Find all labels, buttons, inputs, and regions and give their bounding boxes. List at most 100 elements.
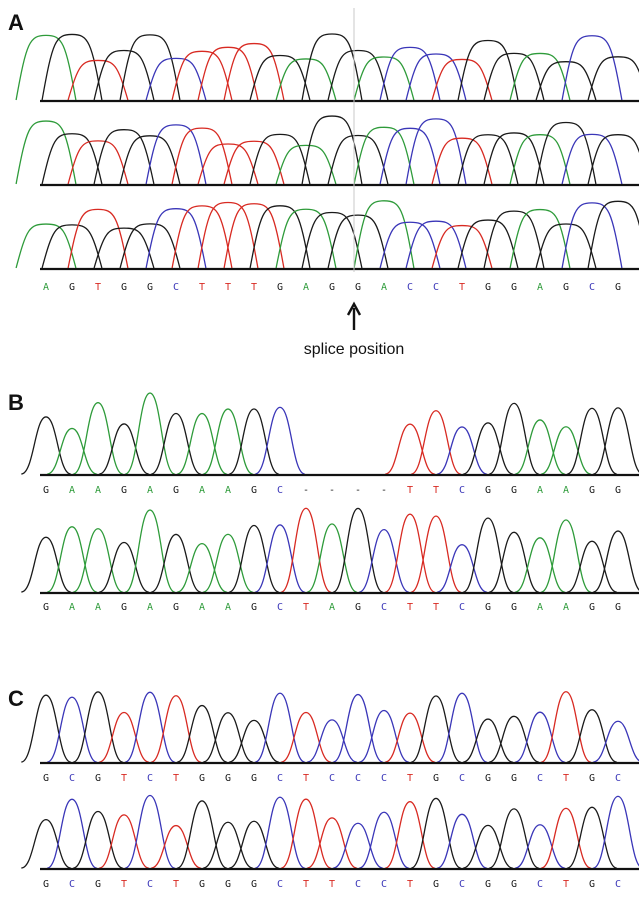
peak-T	[281, 711, 331, 763]
base-call-G: G	[121, 485, 127, 496]
peak-G	[457, 219, 519, 269]
base-call-G: G	[615, 485, 621, 496]
base-call-G: G	[355, 602, 361, 613]
base-call-G: G	[563, 282, 569, 293]
peak-A	[47, 526, 97, 593]
panel-c: C G C G T C T G G G C T C C C T G C G G C T G C G C G T C T G G G C T T C C T G…	[8, 686, 639, 890]
peak-G	[411, 797, 461, 869]
base-call-C: C	[147, 773, 153, 784]
base-call-C: C	[615, 879, 621, 890]
peak-C	[515, 824, 565, 869]
panel-label: A	[8, 10, 24, 35]
base-call-G: G	[225, 773, 231, 784]
base-call-G: G	[329, 282, 335, 293]
peak-C	[333, 822, 383, 869]
chromatogram-track-2	[15, 115, 639, 187]
base-call-C: C	[381, 602, 387, 613]
base-call-T: T	[433, 485, 439, 496]
peak-A	[15, 223, 77, 269]
peak-A	[177, 543, 227, 593]
peak-G	[463, 718, 513, 763]
peak-T	[223, 42, 285, 101]
base-call-G: G	[43, 879, 49, 890]
peak-T	[223, 140, 285, 185]
peak-A	[353, 200, 415, 269]
panel-label: B	[8, 390, 24, 415]
base-call-T: T	[329, 879, 335, 890]
peak-T	[385, 513, 435, 593]
peak-G	[567, 407, 617, 475]
peak-C	[405, 220, 467, 269]
peak-T	[171, 50, 233, 101]
base-call-C: C	[459, 485, 465, 496]
peak-C	[437, 544, 487, 593]
peak-C	[145, 124, 207, 185]
peak-C	[405, 53, 467, 101]
peak-G	[73, 810, 123, 869]
peak-G	[249, 54, 311, 101]
peak-G	[332, 507, 384, 593]
base-call-C: C	[459, 602, 465, 613]
base-call-T: T	[407, 879, 413, 890]
base-call-G: G	[121, 602, 127, 613]
base-call-T: T	[225, 282, 231, 293]
peak-G	[463, 422, 513, 475]
peak-C	[359, 811, 409, 869]
base-call-C: C	[69, 879, 75, 890]
peak-G	[151, 533, 201, 593]
peak-G	[177, 800, 227, 869]
base-call-G: G	[485, 485, 491, 496]
base-call-C: C	[381, 773, 387, 784]
base-call-T: T	[95, 282, 101, 293]
base-call-C: C	[459, 773, 465, 784]
base-call-G: G	[433, 879, 439, 890]
peak-C	[333, 693, 383, 763]
peak-A	[307, 523, 357, 593]
peak-T	[171, 127, 233, 185]
peak-A	[275, 58, 337, 101]
base-call-A: A	[199, 602, 205, 613]
base-call-gap: -	[329, 485, 335, 496]
peak-G	[119, 223, 181, 269]
base-call-T: T	[303, 879, 309, 890]
peak-T	[197, 143, 259, 185]
peak-G	[99, 423, 149, 475]
peak-A	[124, 392, 176, 475]
panel-b: B G A A G A G A A G C - - - - T T C G G A A G G G A A G A G A A G C T A G C T T…	[8, 390, 639, 613]
peak-A	[203, 408, 253, 475]
base-call-A: A	[95, 485, 101, 496]
base-call-T: T	[173, 879, 179, 890]
peak-G	[535, 121, 597, 185]
peak-T	[385, 712, 435, 763]
base-call-A: A	[69, 485, 75, 496]
peak-G	[177, 704, 227, 763]
peak-G	[411, 695, 461, 763]
base-call-G: G	[173, 485, 179, 496]
peak-A	[275, 208, 337, 269]
peak-G	[93, 227, 155, 269]
peak-C	[561, 202, 623, 269]
chromatogram-track-deletion	[21, 392, 639, 477]
base-call-G: G	[95, 773, 101, 784]
peak-A	[73, 402, 123, 475]
peak-A	[124, 509, 176, 593]
splice-position-label: splice position	[304, 341, 405, 358]
base-call-A: A	[95, 602, 101, 613]
base-call-T: T	[433, 602, 439, 613]
base-call-A: A	[329, 602, 335, 613]
base-call-G: G	[251, 773, 257, 784]
peak-G	[567, 709, 617, 763]
peak-G	[327, 134, 389, 185]
base-call-A: A	[381, 282, 387, 293]
base-call-G: G	[95, 879, 101, 890]
chromatogram-track-1	[15, 33, 639, 103]
base-call-G: G	[225, 879, 231, 890]
base-call-A: A	[199, 485, 205, 496]
peak-C	[593, 795, 639, 869]
peak-T	[223, 203, 285, 269]
peak-G	[301, 33, 363, 101]
peak-A	[73, 528, 123, 593]
peak-A	[47, 427, 97, 475]
peak-C	[125, 794, 175, 869]
